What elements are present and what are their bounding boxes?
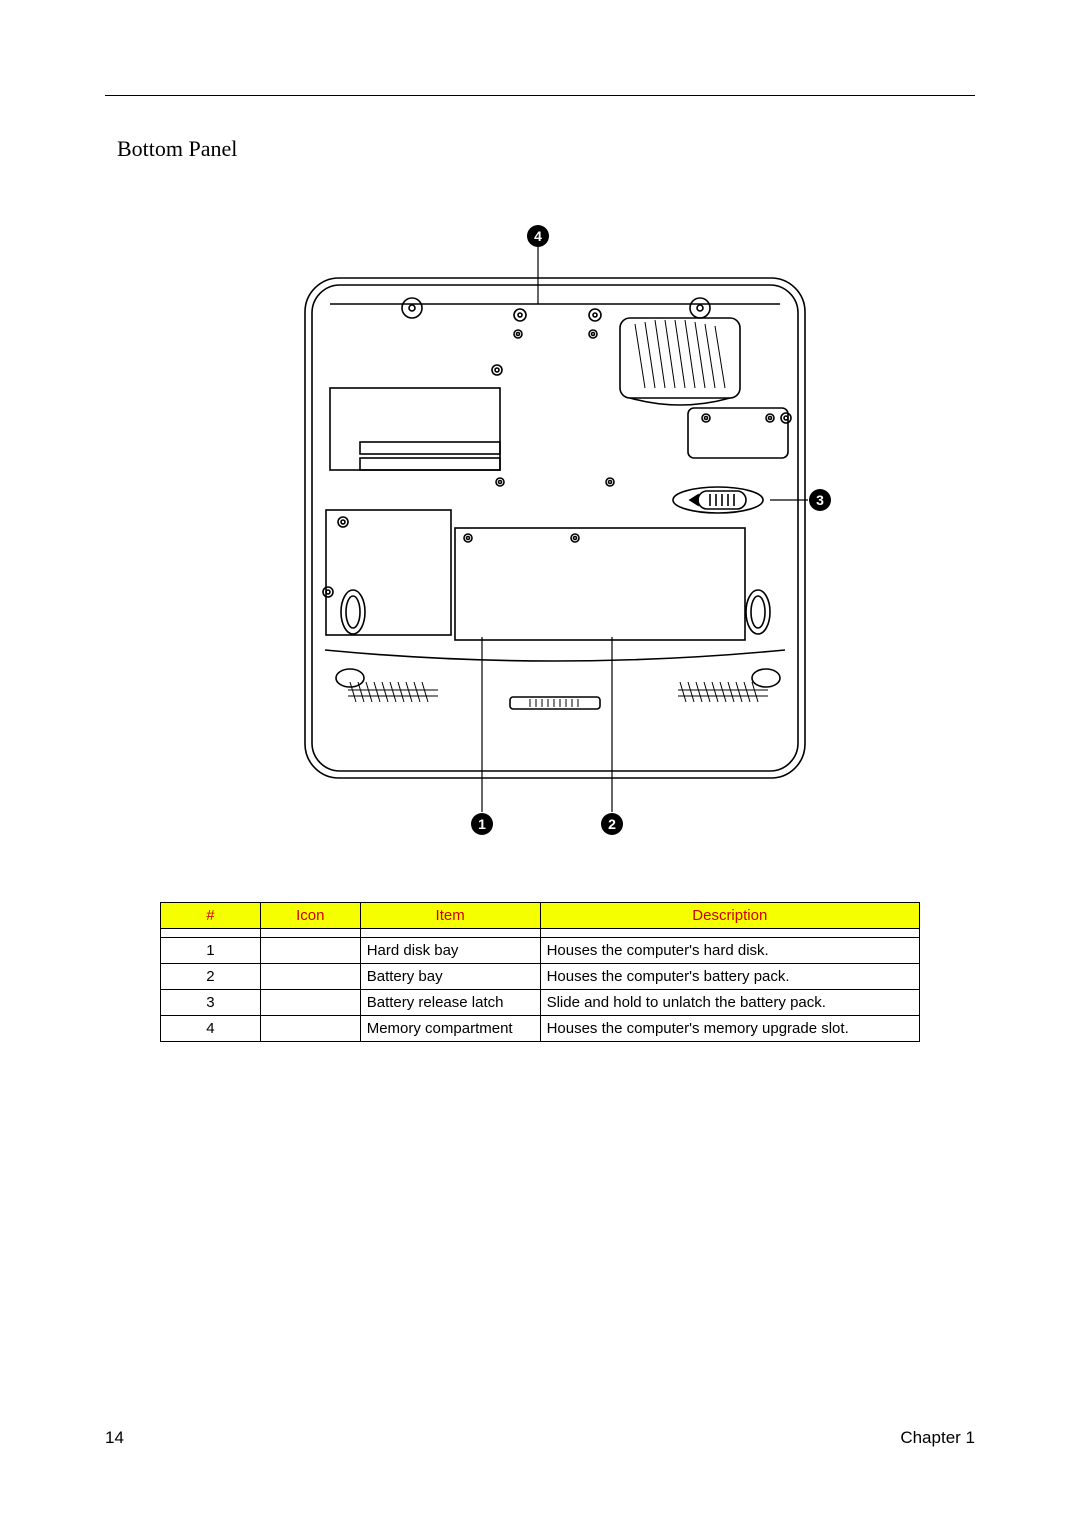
col-item: Item	[360, 903, 540, 929]
callout-1: 1	[478, 816, 486, 832]
table-row: 2 Battery bay Houses the computer's batt…	[161, 964, 920, 990]
chapter-label: Chapter 1	[900, 1428, 975, 1448]
rule-top	[105, 95, 975, 96]
footer: 14 Chapter 1	[105, 1428, 975, 1448]
callout-2: 2	[608, 816, 616, 832]
table-header-row: # Icon Item Description	[161, 903, 920, 929]
col-num: #	[161, 903, 261, 929]
section-title: Bottom Panel	[117, 136, 975, 162]
page-number: 14	[105, 1428, 124, 1448]
col-desc: Description	[540, 903, 919, 929]
callout-3: 3	[816, 492, 824, 508]
table-row: 3 Battery release latch Slide and hold t…	[161, 990, 920, 1016]
callout-4: 4	[534, 228, 542, 244]
table-row: 4 Memory compartment Houses the computer…	[161, 1016, 920, 1042]
bottom-panel-diagram: 4 3 1 2	[230, 212, 850, 852]
page: Bottom Panel	[0, 0, 1080, 1528]
table-row: 1 Hard disk bay Houses the computer's ha…	[161, 938, 920, 964]
spec-table: # Icon Item Description 1 Hard disk bay …	[160, 902, 920, 1042]
col-icon: Icon	[260, 903, 360, 929]
